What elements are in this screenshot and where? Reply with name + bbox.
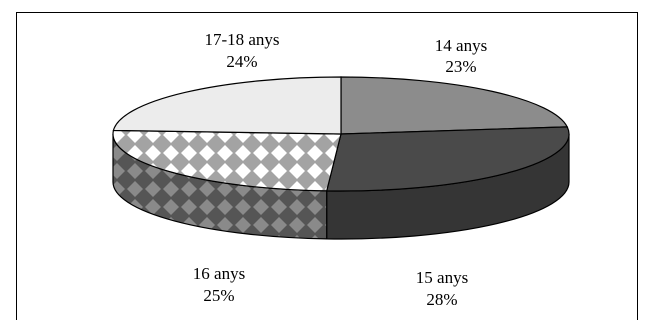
- slice-label-16: 16 anys: [193, 264, 245, 283]
- slice-pct-16: 25%: [203, 286, 234, 305]
- pie-slice-1: [325, 126, 570, 192]
- pie-slice-2: [112, 129, 342, 192]
- slice-pct-15: 28%: [426, 290, 457, 309]
- chart-frame: [16, 12, 638, 320]
- slice-label-17-18: 17-18 anys: [204, 30, 279, 49]
- slice-label-15: 15 anys: [416, 268, 468, 287]
- slice-pct-14: 23%: [445, 57, 476, 76]
- pie-slice-0: [340, 76, 569, 135]
- pie-slice-3: [112, 76, 342, 135]
- slice-pct-17-18: 24%: [226, 52, 257, 71]
- slice-label-14: 14 anys: [435, 36, 487, 55]
